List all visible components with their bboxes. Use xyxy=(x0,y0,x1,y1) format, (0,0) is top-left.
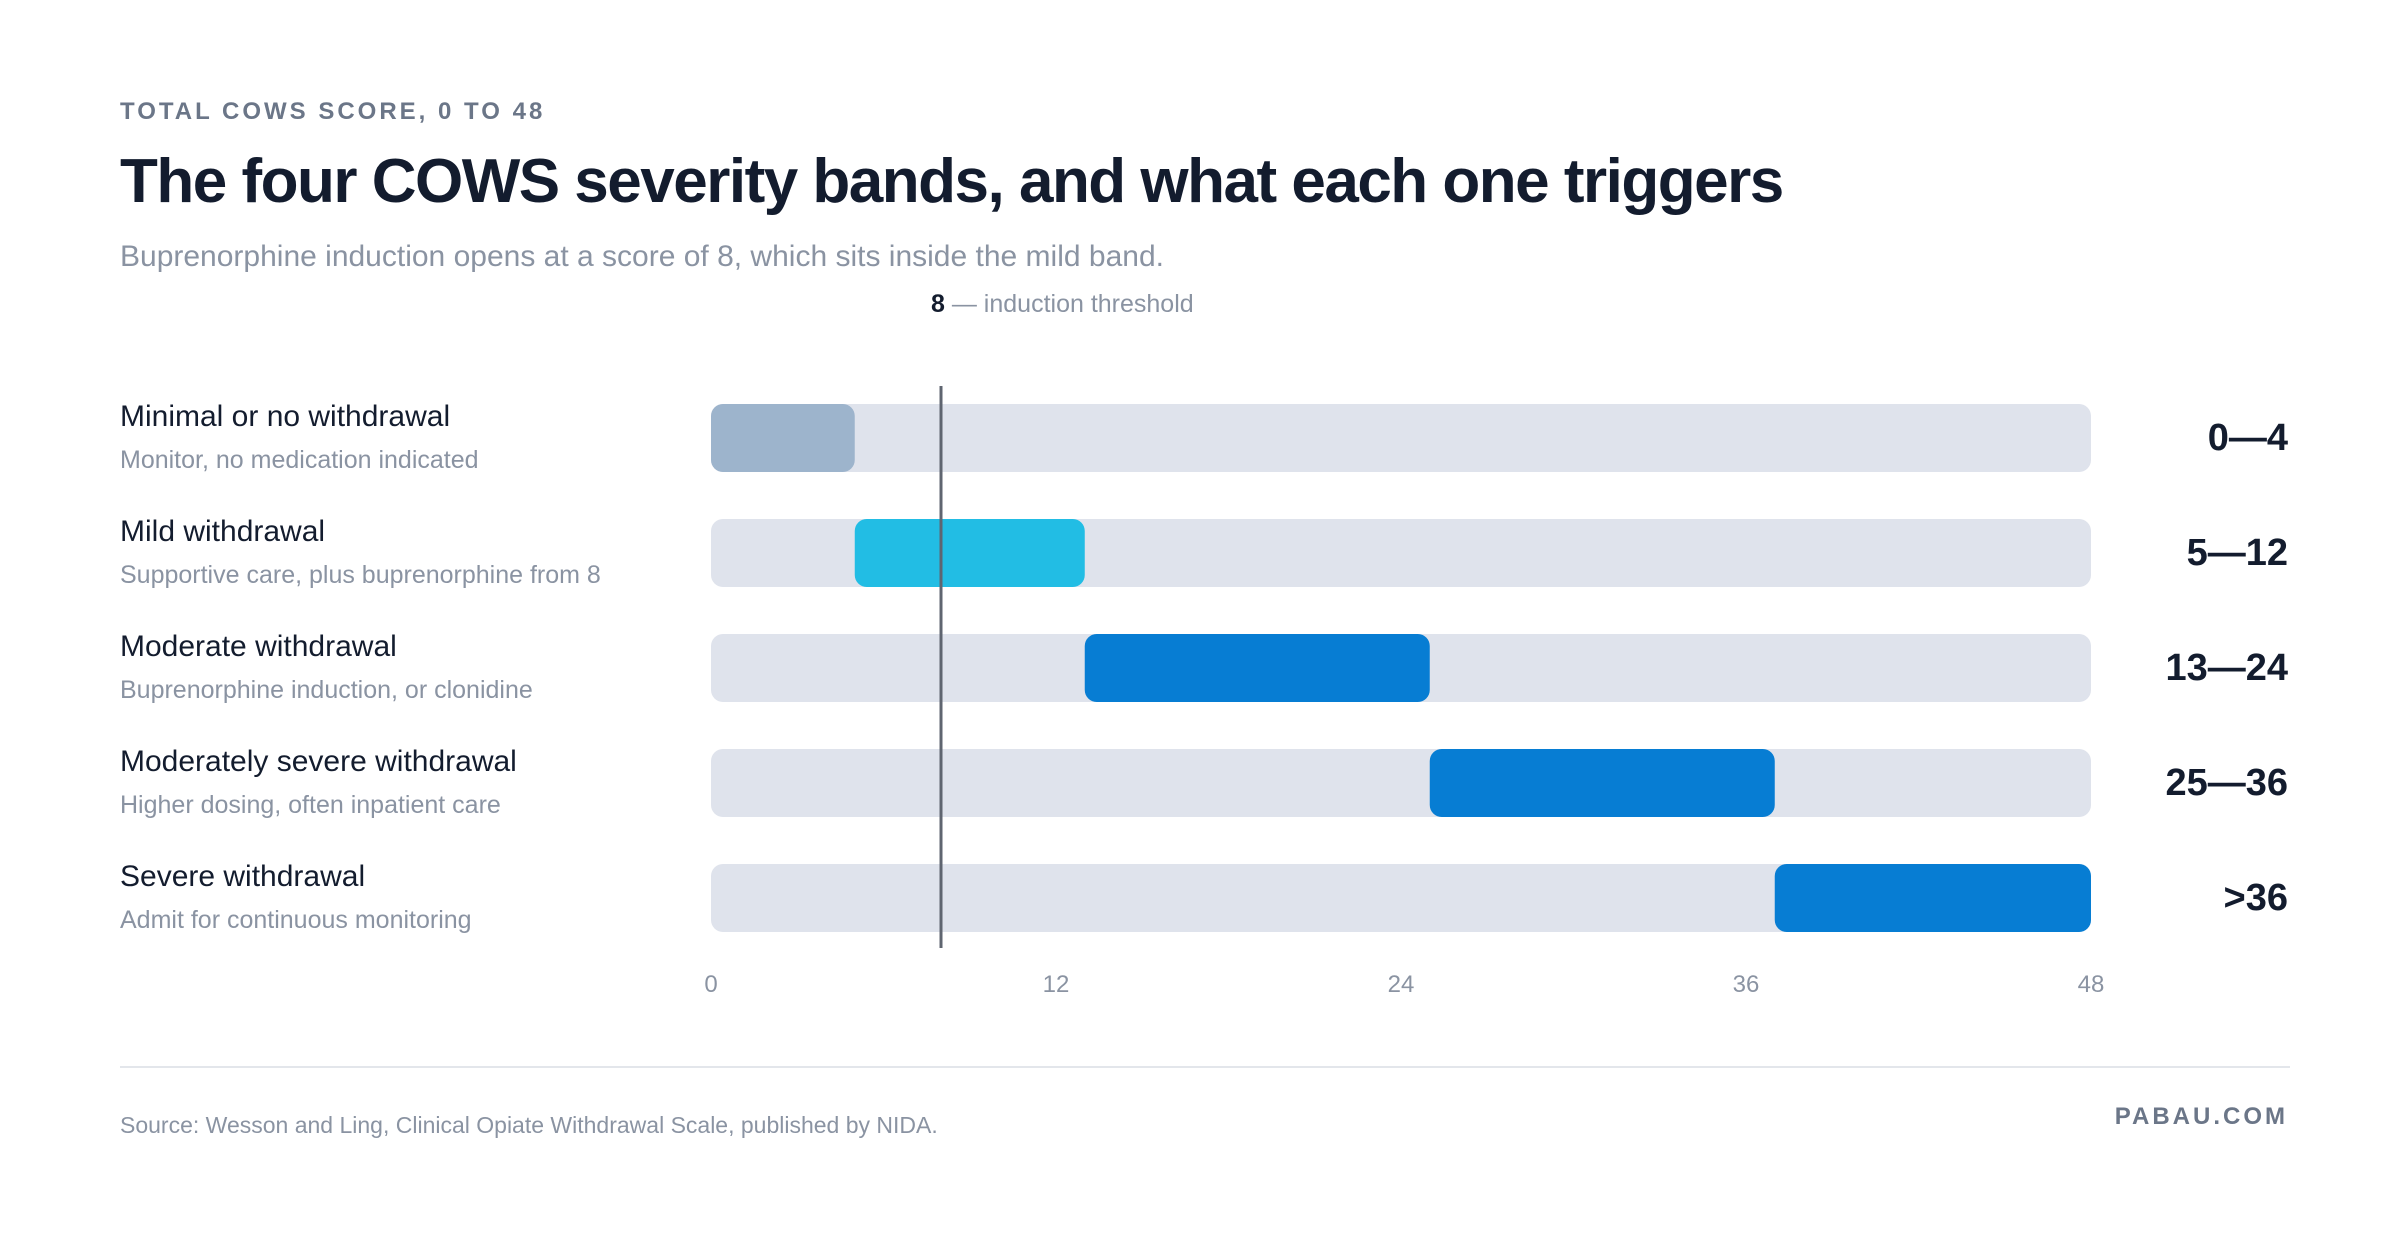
band-bar xyxy=(711,404,855,472)
row-label-minimal: Minimal or no withdrawal Monitor, no med… xyxy=(120,400,479,475)
range-label: >36 xyxy=(2223,877,2288,919)
band-track xyxy=(711,404,2091,472)
brand-logo-text: PABAU.COM xyxy=(2114,1103,2288,1130)
band-name: Moderate withdrawal xyxy=(120,630,397,663)
range-label: 13—24 xyxy=(2165,647,2288,689)
row-label-mild: Mild withdrawal Supportive care, plus bu… xyxy=(120,515,601,590)
band-track xyxy=(711,749,2091,817)
band-description: Admit for continuous monitoring xyxy=(120,906,472,934)
band-name: Minimal or no withdrawal xyxy=(120,400,451,433)
x-tick-label: 12 xyxy=(1043,971,1070,998)
row-label-moderately-severe: Moderately severe withdrawal Higher dosi… xyxy=(120,745,517,820)
range-label: 5—12 xyxy=(2186,532,2288,574)
x-tick-label: 36 xyxy=(1733,971,1760,998)
range-label: 0—4 xyxy=(2207,417,2288,459)
x-tick-label: 24 xyxy=(1388,971,1415,998)
x-tick-label: 48 xyxy=(2078,971,2105,998)
band-description: Supportive care, plus buprenorphine from… xyxy=(120,561,601,589)
band-bar xyxy=(1429,749,1775,817)
band-name: Moderately severe withdrawal xyxy=(120,745,517,778)
band-name: Severe withdrawal xyxy=(120,860,366,893)
band-bar xyxy=(854,519,1085,587)
band-track xyxy=(711,864,2091,932)
threshold-label: 8 — induction threshold xyxy=(931,290,1194,318)
row-label-severe: Severe withdrawal Admit for continuous m… xyxy=(120,860,472,935)
band-description: Higher dosing, often inpatient care xyxy=(120,791,501,819)
row-label-moderate: Moderate withdrawal Buprenorphine induct… xyxy=(120,630,533,705)
band-description: Monitor, no medication indicated xyxy=(120,446,479,474)
chart-subtitle: Buprenorphine induction opens at a score… xyxy=(120,240,1164,273)
chart-eyebrow: TOTAL COWS SCORE, 0 TO 48 xyxy=(120,98,546,125)
footer-divider xyxy=(120,1066,2290,1068)
threshold-text: — induction threshold xyxy=(945,290,1194,318)
band-bar xyxy=(1084,634,1430,702)
band-name: Mild withdrawal xyxy=(120,515,326,548)
band-bar xyxy=(1774,864,2091,932)
source-note: Source: Wesson and Ling, Clinical Opiate… xyxy=(120,1112,938,1138)
range-label: 25—36 xyxy=(2165,762,2288,804)
x-tick-label: 0 xyxy=(704,971,717,998)
band-description: Buprenorphine induction, or clonidine xyxy=(120,676,533,704)
chart-title: The four COWS severity bands, and what e… xyxy=(120,147,1784,216)
threshold-value: 8 xyxy=(931,290,945,318)
